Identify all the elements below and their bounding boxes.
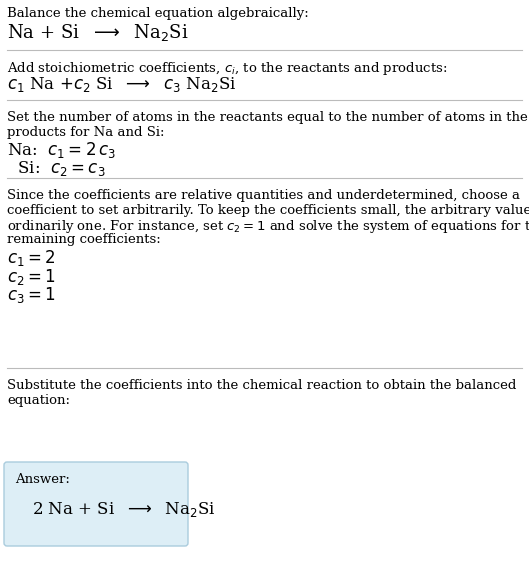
- Text: Si:  $c_2 = c_3$: Si: $c_2 = c_3$: [7, 159, 105, 178]
- Text: Na + Si  $\longrightarrow$  Na$_2$Si: Na + Si $\longrightarrow$ Na$_2$Si: [7, 22, 189, 43]
- Text: ordinarily one. For instance, set $c_2 = 1$ and solve the system of equations fo: ordinarily one. For instance, set $c_2 =…: [7, 218, 529, 235]
- Text: $c_1$ Na $+c_2$ Si  $\longrightarrow$  $c_3$ Na$_2$Si: $c_1$ Na $+c_2$ Si $\longrightarrow$ $c_…: [7, 75, 236, 93]
- Text: Substitute the coefficients into the chemical reaction to obtain the balanced: Substitute the coefficients into the che…: [7, 379, 516, 392]
- Text: Set the number of atoms in the reactants equal to the number of atoms in the: Set the number of atoms in the reactants…: [7, 111, 528, 124]
- FancyBboxPatch shape: [4, 462, 188, 546]
- Text: coefficient to set arbitrarily. To keep the coefficients small, the arbitrary va: coefficient to set arbitrarily. To keep …: [7, 204, 529, 217]
- Text: 2 Na + Si  $\longrightarrow$  Na$_2$Si: 2 Na + Si $\longrightarrow$ Na$_2$Si: [32, 500, 216, 519]
- Text: equation:: equation:: [7, 394, 70, 406]
- Text: $c_1 = 2$: $c_1 = 2$: [7, 248, 56, 268]
- Text: Answer:: Answer:: [15, 473, 70, 486]
- Text: products for Na and Si:: products for Na and Si:: [7, 126, 165, 138]
- Text: $c_2 = 1$: $c_2 = 1$: [7, 266, 56, 287]
- Text: $c_3 = 1$: $c_3 = 1$: [7, 285, 56, 305]
- Text: remaining coefficients:: remaining coefficients:: [7, 233, 161, 246]
- Text: Add stoichiometric coefficients, $c_i$, to the reactants and products:: Add stoichiometric coefficients, $c_i$, …: [7, 60, 448, 77]
- Text: Na:  $c_1 = 2\,c_3$: Na: $c_1 = 2\,c_3$: [7, 140, 116, 160]
- Text: Since the coefficients are relative quantities and underdetermined, choose a: Since the coefficients are relative quan…: [7, 189, 520, 202]
- Text: Balance the chemical equation algebraically:: Balance the chemical equation algebraica…: [7, 7, 309, 20]
